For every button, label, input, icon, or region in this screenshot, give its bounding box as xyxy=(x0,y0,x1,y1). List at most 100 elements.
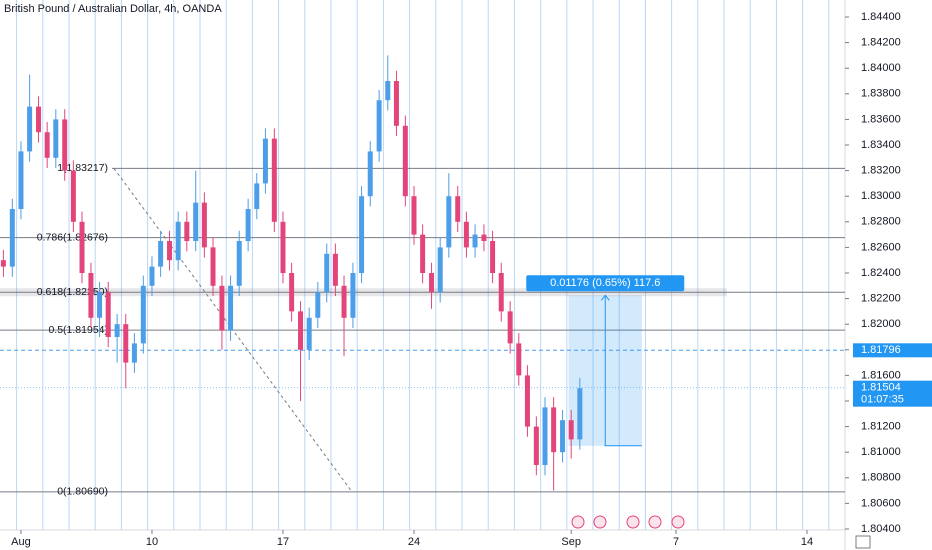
candle-body xyxy=(577,388,583,440)
candle-body xyxy=(97,292,103,318)
fib-label: 0.786(1.82676) xyxy=(37,231,108,243)
candle-body xyxy=(385,81,391,101)
y-tick-label: 1.81600 xyxy=(861,369,901,381)
y-tick-label: 1.83800 xyxy=(861,88,901,100)
x-tick-label: 24 xyxy=(408,536,420,548)
candle-body xyxy=(280,221,286,273)
price-label-box xyxy=(853,343,932,358)
candle-body xyxy=(114,324,120,337)
y-tick-label: 1.82600 xyxy=(861,241,901,253)
x-tick-label: 7 xyxy=(673,536,679,548)
candle-body xyxy=(245,209,251,242)
candle-body xyxy=(262,138,268,184)
candle-body xyxy=(289,272,295,312)
event-icon[interactable] xyxy=(671,515,685,529)
candle-body xyxy=(271,138,277,222)
y-tick-label: 1.83000 xyxy=(861,190,901,202)
candle-body xyxy=(306,317,312,350)
candle-body xyxy=(367,151,373,197)
candle-body xyxy=(498,272,504,312)
candle-body xyxy=(36,106,42,133)
x-tick-label: Aug xyxy=(11,536,31,548)
candle-body xyxy=(210,247,216,286)
candle-body xyxy=(0,260,6,267)
event-icon[interactable] xyxy=(593,515,607,529)
candle-body xyxy=(463,221,469,248)
candle-body xyxy=(228,285,234,331)
candle-body xyxy=(332,253,338,286)
candle-body xyxy=(341,285,347,318)
event-icon[interactable] xyxy=(571,515,585,529)
candle-body xyxy=(298,311,304,350)
candle-body xyxy=(393,81,399,126)
candle-body xyxy=(158,241,164,267)
candle-body xyxy=(472,234,478,248)
y-tick-label: 1.83400 xyxy=(861,139,901,151)
y-tick-label: 1.82200 xyxy=(861,293,901,305)
candle-body xyxy=(507,311,513,344)
candle-body xyxy=(18,151,24,210)
candle-body xyxy=(533,426,539,465)
candle-body xyxy=(481,234,487,242)
candle-body xyxy=(167,241,173,261)
candle-body xyxy=(140,285,146,344)
candle-body xyxy=(70,170,76,222)
candle-body xyxy=(516,343,522,376)
y-tick-label: 1.84000 xyxy=(861,62,901,74)
x-tick-label: 14 xyxy=(801,536,813,548)
candle-body xyxy=(254,183,260,210)
candle-body xyxy=(350,272,356,318)
y-tick-label: 1.82000 xyxy=(861,318,901,330)
candle-body xyxy=(402,125,408,197)
candle-body xyxy=(219,285,225,331)
candle-body xyxy=(201,202,207,248)
candle-body xyxy=(79,221,85,273)
candle-body xyxy=(105,292,111,337)
candle-body xyxy=(490,241,496,273)
candle-body xyxy=(429,272,435,293)
candle-body xyxy=(9,209,15,267)
settings-icon[interactable] xyxy=(855,535,871,549)
candle-body xyxy=(149,266,155,286)
event-icon[interactable] xyxy=(648,515,662,529)
candle-body xyxy=(420,234,426,273)
y-tick-label: 1.82400 xyxy=(861,267,901,279)
candle-body xyxy=(376,100,382,152)
candle-body xyxy=(175,221,181,261)
candle-body xyxy=(437,247,443,293)
countdown-label: 01:07:35 xyxy=(861,394,904,406)
chart-title: British Pound / Australian Dollar, 4h, O… xyxy=(4,3,222,15)
measure-label-box xyxy=(526,275,685,292)
y-tick-label: 1.80600 xyxy=(861,497,901,509)
y-tick-label: 1.83200 xyxy=(861,165,901,177)
y-tick-label: 1.83600 xyxy=(861,113,901,125)
candle-body xyxy=(524,375,530,427)
price-label-box xyxy=(853,380,932,407)
y-tick-label: 1.80400 xyxy=(861,523,901,535)
y-tick-label: 1.84400 xyxy=(861,11,901,23)
candle-body xyxy=(455,196,461,222)
y-tick-label: 1.81200 xyxy=(861,420,901,432)
candle-body xyxy=(315,292,321,318)
event-icon[interactable] xyxy=(626,515,640,529)
fib-label: 1(1.83217) xyxy=(57,162,108,174)
candle-body xyxy=(27,106,33,152)
candle-body xyxy=(560,420,566,453)
fib-label: 0.5(1.81954) xyxy=(48,324,108,336)
candle-body xyxy=(62,119,68,171)
fib-label: 0(1.80690) xyxy=(57,486,108,498)
event-icons[interactable] xyxy=(571,515,685,529)
y-tick-label: 1.84200 xyxy=(861,37,901,49)
candle-body xyxy=(236,241,242,286)
candle-body xyxy=(324,253,330,293)
y-tick-label: 1.80800 xyxy=(861,472,901,484)
y-tick-label: 1.81000 xyxy=(861,446,901,458)
measure-label: 0.01176 (0.65%) 117.6 xyxy=(550,277,660,289)
price-label: 1.81796 xyxy=(861,344,901,356)
candle-body xyxy=(411,196,417,235)
candle-body xyxy=(193,202,199,242)
candle-body xyxy=(568,420,574,440)
candle-body xyxy=(44,132,50,158)
candle-body xyxy=(542,407,548,465)
candle-body xyxy=(123,324,129,363)
